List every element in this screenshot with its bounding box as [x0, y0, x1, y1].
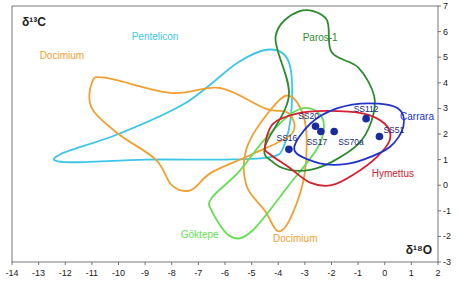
x-tick-label: -12	[59, 268, 72, 278]
y-tick-label: 5	[443, 52, 448, 62]
y-tick	[438, 159, 441, 160]
region-label: Carrara	[400, 111, 434, 122]
x-tick-label: -11	[86, 268, 98, 278]
x-tick	[38, 262, 39, 265]
plot-frame	[12, 6, 438, 262]
region-outline	[89, 77, 294, 191]
x-tick-label: -1	[354, 268, 362, 278]
point-label: SS20	[298, 111, 319, 121]
region-label: Docimium	[40, 50, 84, 61]
sample-point	[362, 115, 370, 123]
y-tick-label: 7	[443, 1, 448, 11]
y-tick-label: -2	[443, 231, 451, 241]
y-tick-label: -1	[443, 206, 451, 216]
x-tick-label: -6	[221, 268, 229, 278]
point-label: SS51	[383, 125, 404, 135]
y-tick	[438, 6, 441, 7]
region-label: Docimium	[273, 233, 317, 244]
x-tick-label: -9	[141, 268, 149, 278]
y-tick	[438, 108, 441, 109]
region-label: Hymettus	[372, 168, 414, 179]
region-outline	[264, 10, 375, 171]
x-tick	[278, 262, 279, 265]
y-tick-label: 4	[443, 78, 448, 88]
chart: -14-13-12-11-10-9-8-7-6-5-4-3-2-1012-3-2…	[0, 0, 458, 300]
y-tick	[438, 236, 441, 237]
y-tick	[438, 31, 441, 32]
x-tick	[331, 262, 332, 265]
x-tick	[145, 262, 146, 265]
region-label: Pentelicon	[132, 31, 179, 42]
y-tick	[438, 134, 441, 135]
y-tick-label: 3	[443, 103, 448, 113]
x-tick-label: -14	[5, 268, 18, 278]
x-tick-label: 0	[382, 268, 387, 278]
region-outline	[294, 103, 404, 165]
x-tick	[118, 262, 119, 265]
region-label: Paros-1	[303, 32, 338, 43]
x-tick-label: -2	[327, 268, 335, 278]
y-tick-label: 6	[443, 27, 448, 37]
x-tick	[171, 262, 172, 265]
y-tick-label: 1	[443, 155, 448, 165]
sample-point	[317, 128, 325, 136]
x-tick-label: 2	[435, 268, 440, 278]
y-tick-label: 2	[443, 129, 448, 139]
labels: Pentelicon Docimium Docimium Göktepe Paros-1…	[40, 31, 435, 244]
x-axis-label: δ¹⁸O	[406, 243, 432, 257]
sample-point	[285, 146, 293, 154]
x-tick	[65, 262, 66, 265]
x-tick	[198, 262, 199, 265]
y-tick-label: -3	[443, 257, 451, 267]
x-tick-label: -3	[301, 268, 309, 278]
x-tick	[384, 262, 385, 265]
x-tick-label: -10	[112, 268, 125, 278]
x-tick-label: -8	[168, 268, 176, 278]
x-tick	[304, 262, 305, 265]
x-tick-label: -4	[274, 268, 282, 278]
y-tick	[438, 262, 441, 263]
x-tick	[225, 262, 226, 265]
region-label: Göktepe	[181, 229, 219, 240]
x-tick	[12, 262, 13, 265]
x-tick	[438, 262, 439, 265]
y-axis-label: δ¹³C	[22, 15, 46, 29]
sample-point	[376, 133, 384, 141]
point-label: SS112	[354, 104, 379, 114]
y-tick	[438, 210, 441, 211]
y-tick	[438, 185, 441, 186]
x-tick	[358, 262, 359, 265]
point-label: SS17	[306, 137, 327, 147]
x-tick-label: 1	[409, 268, 414, 278]
x-tick	[91, 262, 92, 265]
plot-area	[54, 10, 404, 238]
point-label: SS70a	[338, 137, 364, 147]
x-tick-label: -7	[194, 268, 202, 278]
y-tick	[438, 57, 441, 58]
x-tick	[251, 262, 252, 265]
sample-point	[330, 128, 338, 136]
region-outline	[54, 50, 292, 163]
y-tick-label: 0	[443, 180, 448, 190]
point-label: SS16	[277, 133, 298, 143]
y-tick	[438, 82, 441, 83]
x-tick	[411, 262, 412, 265]
x-tick-label: -5	[248, 268, 256, 278]
x-tick-label: -13	[32, 268, 45, 278]
